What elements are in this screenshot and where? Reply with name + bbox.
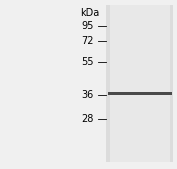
Text: 55: 55 [81, 57, 94, 67]
Text: kDa: kDa [80, 8, 99, 18]
Text: 28: 28 [81, 114, 94, 124]
Text: 95: 95 [81, 21, 94, 31]
Bar [108, 92, 172, 95]
Bar [110, 5, 170, 162]
Text: 36: 36 [82, 90, 94, 101]
Text: 72: 72 [81, 36, 94, 46]
Bar [106, 5, 173, 162]
